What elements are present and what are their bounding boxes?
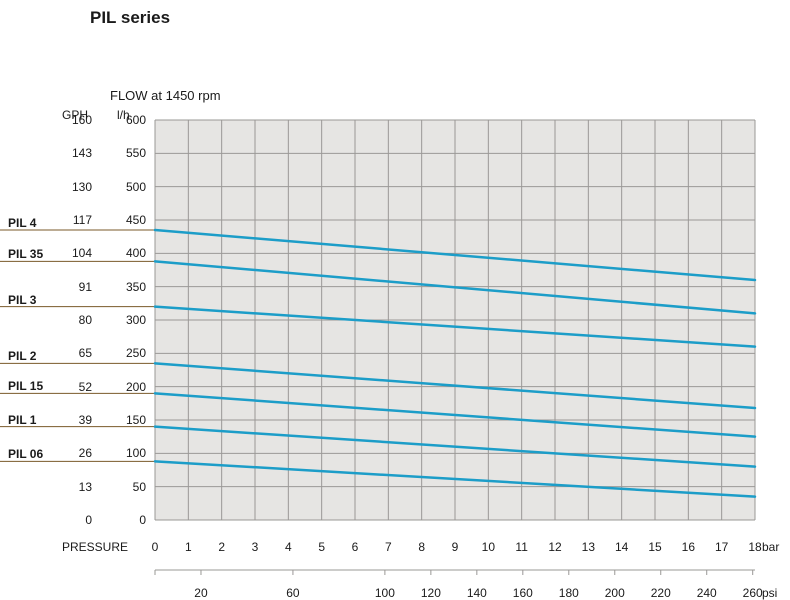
x-ticks-tick: 11 (515, 540, 527, 554)
x2-ticks-tick: 180 (559, 586, 579, 600)
x-ticks-tick: 5 (318, 540, 325, 554)
y-ticks-lh-tick: 50 (108, 480, 146, 494)
y-ticks-lh-tick: 500 (108, 180, 146, 194)
y-ticks-lh-tick: 250 (108, 346, 146, 360)
x-ticks-tick: 16 (682, 540, 695, 554)
y-ticks-gph-tick: 26 (58, 446, 92, 460)
x2-ticks-tick: 260 (743, 586, 763, 600)
x2-ticks-tick: 140 (467, 586, 487, 600)
y-ticks-lh-tick: 150 (108, 413, 146, 427)
y-ticks-gph-tick: 52 (58, 380, 92, 394)
x-ticks-tick: 1 (185, 540, 192, 554)
series-label: PIL 3 (8, 293, 36, 307)
x-ticks-tick: 6 (352, 540, 359, 554)
x-ticks-tick: 10 (482, 540, 495, 554)
y-ticks-gph-tick: 104 (58, 246, 92, 260)
chart-plot (0, 0, 790, 599)
y-ticks-gph-tick: 0 (58, 513, 92, 527)
x-ticks-tick: 15 (648, 540, 661, 554)
x2-ticks-tick: 240 (697, 586, 717, 600)
x2-ticks-tick: 100 (375, 586, 395, 600)
x-ticks-tick: 7 (385, 540, 392, 554)
x2-ticks-tick: 160 (513, 586, 533, 600)
series-label: PIL 1 (8, 413, 36, 427)
x-ticks-tick: 9 (452, 540, 459, 554)
y-ticks-gph-tick: 117 (58, 213, 92, 227)
series-label: PIL 15 (8, 379, 43, 393)
y-ticks-gph-tick: 91 (58, 280, 92, 294)
y-ticks-gph-tick: 13 (58, 480, 92, 494)
x-ticks-tick: 12 (548, 540, 561, 554)
x2-ticks-tick: 200 (605, 586, 625, 600)
y-ticks-lh-tick: 100 (108, 446, 146, 460)
series-label: PIL 4 (8, 216, 36, 230)
series-label: PIL 35 (8, 247, 43, 261)
x-ticks-tick: 17 (715, 540, 728, 554)
y-ticks-gph-tick: 80 (58, 313, 92, 327)
y-ticks-lh-tick: 450 (108, 213, 146, 227)
x2-ticks-tick: 20 (194, 586, 207, 600)
y-ticks-lh-tick: 550 (108, 146, 146, 160)
y-ticks-lh-tick: 400 (108, 246, 146, 260)
y-ticks-lh-tick: 600 (108, 113, 146, 127)
y-ticks-gph-tick: 130 (58, 180, 92, 194)
x-ticks-tick: 0 (152, 540, 159, 554)
x-ticks-tick: 2 (218, 540, 225, 554)
y-ticks-lh-tick: 350 (108, 280, 146, 294)
x-ticks-tick: 8 (418, 540, 425, 554)
y-ticks-gph-tick: 65 (58, 346, 92, 360)
x2-ticks-tick: 220 (651, 586, 671, 600)
x-ticks-tick: 14 (615, 540, 628, 554)
x-ticks-tick: 13 (582, 540, 595, 554)
series-label: PIL 06 (8, 447, 43, 461)
y-ticks-lh-tick: 0 (108, 513, 146, 527)
y-ticks-gph-tick: 143 (58, 146, 92, 160)
series-label: PIL 2 (8, 349, 36, 363)
y-ticks-gph-tick: 160 (58, 113, 92, 127)
x2-ticks-tick: 120 (421, 586, 441, 600)
x2-ticks-tick: 60 (286, 586, 299, 600)
y-ticks-lh-tick: 300 (108, 313, 146, 327)
x-ticks-tick: 3 (252, 540, 259, 554)
x-ticks-tick: 4 (285, 540, 292, 554)
y-ticks-lh-tick: 200 (108, 380, 146, 394)
x-ticks-tick: 18 (748, 540, 761, 554)
y-ticks-gph-tick: 39 (58, 413, 92, 427)
